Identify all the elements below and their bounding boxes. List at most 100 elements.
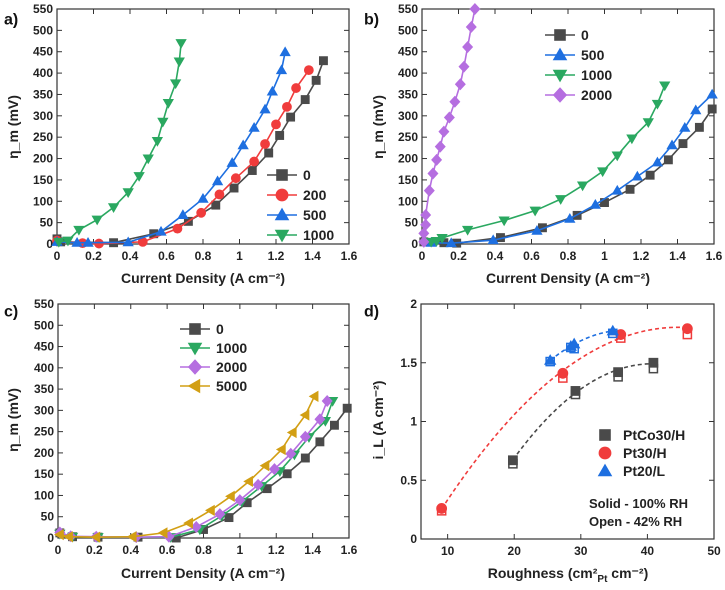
circle-marker (291, 83, 301, 93)
triangle-up-marker (71, 236, 83, 247)
x-tick-label: 20 (508, 544, 522, 558)
series-line (59, 395, 316, 538)
triangle-up-marker (177, 209, 189, 219)
y-tick-label: 400 (398, 66, 418, 80)
triangle-up-marker (487, 234, 499, 245)
triangle-left-marker (54, 528, 64, 541)
square-marker (276, 169, 288, 181)
y-axis-label: η_m (mV) (370, 95, 386, 159)
series-Pt20/L (543, 324, 619, 367)
series-0 (55, 403, 352, 543)
annotation: Solid - 100% RH (589, 496, 688, 511)
diamond-marker (434, 140, 446, 153)
triangle-up-marker (666, 139, 678, 150)
triangle-down-marker (659, 81, 671, 92)
triangle-down-marker (651, 99, 664, 110)
y-tick-label: 0 (410, 532, 417, 546)
square-marker (554, 29, 566, 41)
triangle-up-marker (631, 170, 643, 181)
y-tick-label: 0 (46, 237, 53, 251)
square-marker (663, 155, 673, 165)
x-tick-label: 1.2 (268, 543, 285, 557)
diamond-marker (458, 60, 470, 73)
legend-label: 1000 (216, 340, 247, 356)
triangle-down-marker (62, 236, 74, 247)
triangle-up-marker (679, 122, 691, 132)
triangle-down-marker (53, 237, 65, 248)
square-marker (224, 513, 234, 523)
square-marker (286, 112, 296, 122)
series-Pt30/H (436, 323, 693, 516)
x-tick-label: 1 (601, 249, 608, 263)
triangle-down-marker (597, 167, 609, 178)
square-marker (645, 170, 655, 180)
diamond-marker (268, 463, 280, 476)
y-tick-label: 1.5 (400, 356, 417, 370)
triangle-down-marker (162, 99, 174, 109)
y-tick-label: 350 (33, 87, 53, 101)
y-tick-label: 250 (398, 130, 418, 144)
y-tick-label: 1 (410, 415, 417, 429)
diamond-marker (454, 78, 466, 91)
x-tick-label: 0.2 (86, 543, 103, 557)
series-1000 (54, 397, 339, 543)
triangle-up-marker (279, 46, 291, 57)
y-tick-label: 150 (34, 467, 54, 481)
y-tick-label: 550 (398, 2, 418, 16)
y-tick-label: 300 (33, 109, 53, 123)
legend-label: Pt20/L (623, 463, 665, 479)
triangle-down-marker (173, 57, 185, 68)
square-marker (282, 469, 292, 479)
x-tick-label: 1.6 (706, 249, 723, 263)
legend-label: Pt30/H (623, 445, 667, 461)
y-tick-label: 200 (33, 152, 53, 166)
diamond-marker (469, 3, 481, 15)
triangle-up-marker (155, 225, 167, 236)
square-marker (329, 420, 339, 430)
triangle-up-marker (589, 198, 602, 209)
circle-marker (196, 207, 207, 218)
diamond-marker (552, 87, 568, 103)
x-tick-label: 10 (441, 544, 455, 558)
circle-marker (557, 367, 569, 379)
circle-marker (172, 223, 183, 234)
triangle-up-marker (122, 236, 134, 247)
square-marker (211, 200, 221, 210)
triangle-up-marker (606, 324, 619, 336)
series-1000 (53, 39, 187, 248)
x-axis-label-sub: Pt (597, 574, 608, 585)
diamond-marker (423, 184, 435, 197)
y-tick-label: 300 (34, 403, 54, 417)
circle-marker (94, 238, 104, 249)
panel-label: b) (364, 11, 379, 28)
triangle-left-marker (243, 475, 253, 488)
square-marker (613, 367, 624, 378)
y-tick-label: 350 (34, 382, 54, 396)
x-tick-label: 0 (55, 543, 62, 557)
triangle-left-marker (90, 531, 101, 543)
y-tick-label: 100 (398, 194, 418, 208)
triangle-down-marker (576, 181, 589, 192)
diamond-marker (420, 218, 432, 231)
diamond-marker (285, 447, 297, 460)
square-marker (678, 139, 688, 149)
triangle-left-marker (63, 531, 73, 543)
x-tick-label: 1.2 (268, 249, 285, 263)
triangle-up-marker (552, 47, 568, 61)
diamond-marker (418, 235, 430, 248)
diamond-marker (252, 478, 264, 491)
triangle-left-marker (286, 426, 297, 439)
series-line (59, 400, 328, 538)
x-tick-label: 0 (419, 249, 426, 263)
x-tick-label: 40 (641, 544, 655, 558)
diamond-marker (314, 413, 326, 426)
fit-curve (440, 326, 688, 510)
triangle-up-marker (611, 184, 623, 195)
legend-label: 1000 (303, 227, 334, 243)
y-tick-label: 200 (34, 446, 54, 460)
triangle-down-marker (151, 137, 164, 147)
legend-label: 2000 (216, 359, 247, 375)
triangle-down-marker (169, 79, 182, 90)
x-axis-label: Current Density (A cm⁻²) (121, 270, 285, 286)
